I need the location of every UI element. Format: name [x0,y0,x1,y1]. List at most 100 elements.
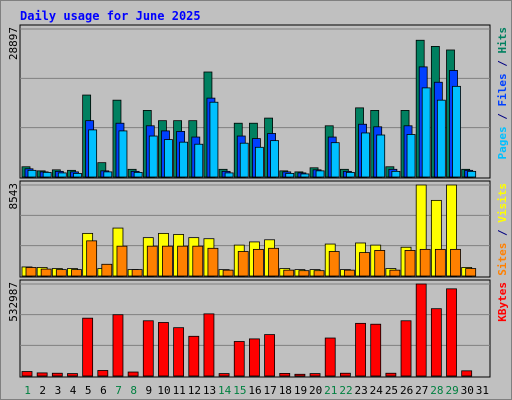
bar-sites-day-14 [222,269,234,277]
bar-pages-day-11 [179,141,189,178]
bar-pages-day-1 [27,169,37,178]
bar-sites-day-27 [419,248,431,277]
panel-hits: 28897 Pages / Files / Hits [7,24,509,179]
panel-legend: Sites / Visits [496,183,509,276]
bar-sites-day-15 [237,251,249,277]
bar-pages-day-12 [194,143,204,178]
legend-entry: / [496,54,509,74]
panel-max-label: 8543 [7,183,20,210]
bar-sites-day-4 [71,269,82,277]
bar-kbytes-day-5 [82,317,94,377]
bar-sites-day-28 [434,248,446,277]
bar-pages-day-16 [255,146,264,178]
x-tick-label-day: 29 [445,384,458,397]
bar-sites-day-29 [450,248,461,277]
bar-sites-day-7 [116,245,128,277]
bar-sites-day-3 [55,269,67,277]
panel-visits: 8543 Sites / Visits [7,180,509,278]
bar-kbytes-day-9 [142,320,154,377]
bar-sites-day-8 [131,269,143,277]
bar-pages-day-23 [361,132,370,178]
bar-kbytes-day-13 [203,313,215,377]
bar-kbytes-day-10 [158,322,169,377]
x-tick-label-day: 14 [218,384,232,397]
bar-kbytes-day-23 [355,322,366,377]
bar-sites-day-23 [359,252,370,277]
bar-kbytes-day-21 [324,337,336,377]
panel-legend: Pages / Files / Hits [496,27,509,160]
legend-entry: Sites [496,243,509,276]
bar-pages-day-24 [376,134,386,178]
x-tick-label-day: 8 [130,384,137,397]
bar-pages-day-13 [209,101,219,178]
x-tick-label-day: 25 [385,384,398,397]
bar-sites-day-10 [162,245,173,277]
legend-entry: Files [496,73,509,106]
bar-pages-day-5 [88,129,98,178]
bar-pages-day-10 [164,139,173,178]
panel-max-label: 28897 [7,27,20,60]
bar-kbytes-day-26 [400,320,412,377]
x-tick-label-day: 13 [203,384,216,397]
bar-kbytes-day-16 [249,338,260,377]
bar-pages-day-9 [148,135,158,178]
x-tick-label-day: 15 [233,384,246,397]
bar-kbytes-day-2 [36,372,48,377]
chart-title: Daily usage for June 2025 [20,9,201,23]
chart-panels: 28897 Pages / Files / Hits 8543 Sites / Vis… [7,24,509,378]
legend-entry: / [496,223,509,243]
bar-pages-day-6 [103,171,113,178]
legend-entry: Visits [496,183,509,223]
x-tick-label-day: 27 [415,384,428,397]
x-tick-label-day: 31 [476,384,489,397]
bar-sites-day-21 [328,251,340,277]
legend-entry: Pages [496,126,509,159]
x-tick-label-day: 24 [370,384,384,397]
bar-kbytes-day-11 [173,327,185,377]
bar-pages-day-14 [224,172,234,178]
bar-kbytes-day-7 [112,314,124,377]
bar-sites-day-26 [404,250,416,277]
bar-kbytes-day-25 [385,372,397,377]
bar-pages-day-7 [118,130,128,178]
bar-kbytes-day-15 [233,341,245,377]
bar-kbytes-day-14 [218,373,230,377]
bar-pages-day-8 [133,171,143,178]
bar-pages-day-3 [57,172,67,178]
panel-kbytes: 532987 KBytes [7,279,509,378]
bar-pages-day-26 [406,134,416,178]
bar-pages-day-21 [330,142,340,178]
bar-sites-day-1 [25,267,37,277]
bar-pages-day-2 [42,171,52,178]
bar-pages-day-15 [239,142,249,178]
bar-pages-day-20 [315,170,325,178]
x-tick-label-day: 9 [146,384,153,397]
bar-kbytes-day-28 [430,308,442,377]
bar-kbytes-day-27 [415,283,427,377]
x-tick-label-day: 2 [39,384,46,397]
bar-kbytes-day-24 [370,323,382,377]
x-tick-label-day: 18 [279,384,292,397]
legend-entry: Hits [496,27,509,54]
bar-sites-day-17 [268,247,279,277]
x-tick-label-day: 5 [85,384,92,397]
bar-kbytes-day-30 [461,370,473,377]
bar-pages-day-28 [436,99,446,178]
bar-pages-day-18 [285,173,295,178]
x-tick-label-day: 28 [430,384,443,397]
legend-entry: / [496,107,509,127]
x-tick-label-day: 30 [461,384,474,397]
x-tick-label-day: 26 [400,384,413,397]
bar-pages-day-27 [421,87,431,178]
bar-sites-day-6 [101,263,113,277]
bar-sites-day-30 [465,268,477,277]
bar-kbytes-day-12 [188,335,200,377]
bar-sites-day-22 [343,269,355,277]
bar-pages-day-4 [73,173,82,178]
bar-sites-day-2 [40,268,52,277]
bar-pages-day-30 [467,170,477,178]
x-tick-label-day: 12 [188,384,201,397]
x-tick-label-day: 22 [339,384,352,397]
bar-sites-day-11 [177,245,189,277]
